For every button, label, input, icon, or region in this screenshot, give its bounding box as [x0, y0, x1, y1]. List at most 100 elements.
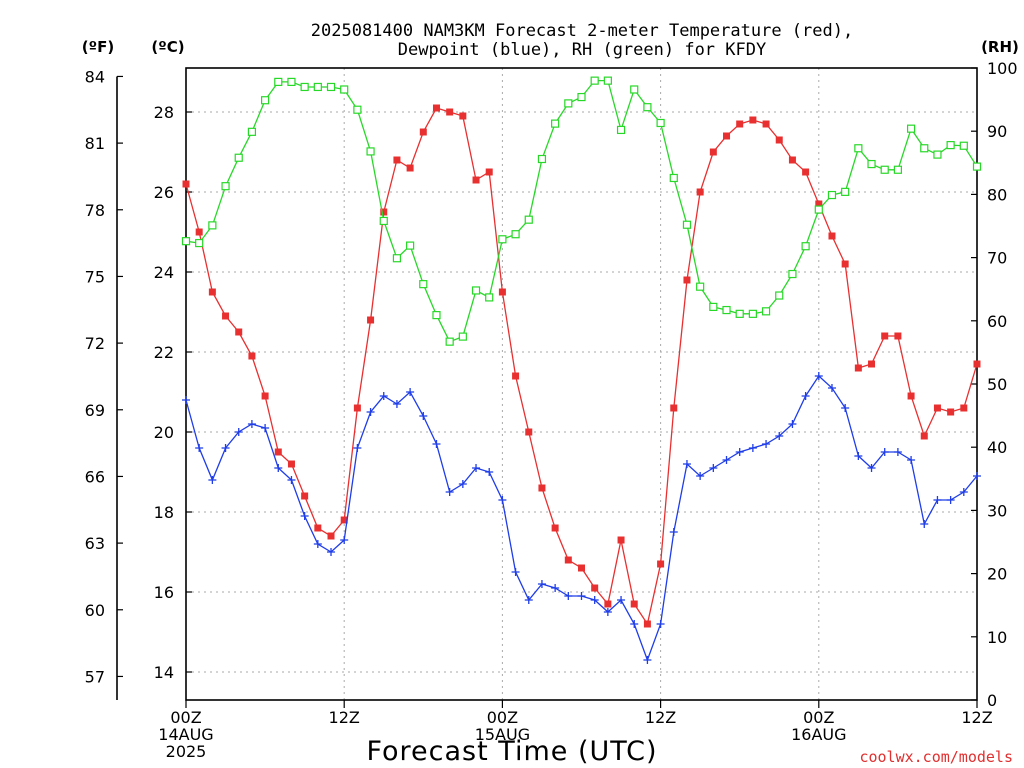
temperature-point: [907, 392, 915, 400]
temperature-point: [604, 600, 612, 608]
temperature-point: [841, 260, 849, 268]
temperature-series: [182, 104, 981, 628]
dewpoint-point: [327, 548, 336, 556]
rh-point: [274, 77, 283, 87]
dewpoint-series: [182, 372, 981, 664]
temperature-point: [723, 132, 731, 140]
celsius-tick-label: 28: [154, 103, 174, 122]
x-tick-label: 12Z: [645, 708, 676, 727]
rh-point: [669, 173, 678, 183]
rh-point: [195, 238, 204, 248]
rh-point: [616, 125, 626, 135]
dewpoint-point: [524, 596, 533, 604]
dewpoint-point: [472, 464, 481, 472]
dewpoint-point: [920, 520, 929, 528]
temperature-point: [485, 168, 493, 176]
rh-point: [748, 309, 757, 318]
rh-point: [261, 96, 270, 105]
temperature-point: [657, 560, 665, 568]
rh-point: [247, 127, 257, 136]
rh-tick-label: 10: [987, 628, 1007, 647]
temperature-point: [406, 164, 414, 172]
dewpoint-point: [933, 496, 942, 504]
rh-point: [485, 293, 494, 302]
rh-unit-label: (RH): [981, 38, 1019, 56]
temperature-point: [736, 120, 744, 128]
temperature-point: [933, 404, 941, 412]
rh-point: [419, 280, 428, 289]
x-tick-label: 00Z: [487, 708, 518, 727]
rh-point: [920, 144, 929, 153]
temperature-point: [709, 148, 717, 156]
rh-line: [185, 79, 978, 343]
x-tick-label: 2025: [166, 742, 207, 761]
fahrenheit-tick-label: 81: [85, 134, 105, 153]
dewpoint-point: [366, 408, 375, 416]
x-tick-label: 15AUG: [475, 725, 530, 744]
fahrenheit-tick-label: 75: [85, 267, 105, 286]
dewpoint-point: [735, 448, 744, 456]
temperature-point: [854, 364, 862, 372]
fahrenheit-tick-label: 72: [85, 334, 105, 353]
rh-point: [445, 337, 454, 346]
fahrenheit-tick-label: 69: [85, 401, 105, 420]
temperature-point: [630, 600, 638, 608]
temperature-point: [327, 532, 335, 540]
rh-point: [656, 118, 665, 128]
rh-point: [788, 269, 797, 279]
rh-point: [854, 144, 863, 153]
rh-tick-label: 50: [987, 375, 1007, 394]
temperature-point: [446, 108, 454, 116]
rh-series: [181, 76, 982, 346]
rh-point: [340, 85, 349, 94]
rh-tick-label: 100: [987, 59, 1018, 78]
temperature-point: [498, 288, 506, 296]
celsius-tick-label: 18: [154, 503, 174, 522]
rh-point: [406, 241, 415, 250]
temperature-point: [235, 328, 243, 336]
rh-point: [471, 286, 481, 295]
rh-point: [841, 187, 850, 196]
rh-tick-label: 90: [987, 122, 1007, 141]
series: [181, 76, 982, 664]
temperature-point: [696, 188, 704, 196]
rh-point: [498, 235, 507, 244]
rh-point: [801, 242, 810, 251]
dewpoint-point: [287, 476, 296, 484]
x-tick-label: 00Z: [803, 708, 834, 727]
rh-point: [761, 307, 771, 316]
dewpoint-point: [564, 592, 573, 600]
temperature-point: [551, 524, 559, 532]
temperature-point: [947, 408, 955, 416]
temperature-point: [591, 584, 599, 592]
dewpoint-point: [247, 420, 256, 428]
dewpoint-point: [221, 444, 230, 452]
dewpoint-point: [392, 400, 401, 408]
rh-point: [893, 165, 903, 174]
rh-point: [906, 124, 916, 133]
celsius-tick-label: 22: [154, 343, 174, 362]
temperature-point: [261, 392, 269, 400]
rh-point: [379, 216, 388, 226]
temperature-point: [683, 276, 691, 284]
dewpoint-point: [182, 396, 190, 404]
temperature-point: [459, 112, 467, 120]
rh-point: [524, 215, 533, 224]
temperature-point: [538, 484, 546, 492]
rh-point: [722, 305, 731, 315]
rh-tick-label: 60: [987, 312, 1007, 331]
rh-point: [867, 159, 876, 169]
rh-point: [432, 311, 441, 320]
dewpoint-point: [353, 444, 362, 452]
rh-tick-label: 70: [987, 249, 1007, 268]
dewpoint-point: [748, 444, 757, 452]
rh-point: [735, 309, 744, 318]
celsius-tick-label: 20: [154, 423, 174, 442]
temperature-point: [419, 128, 427, 136]
dewpoint-point: [603, 608, 612, 616]
dewpoint-point: [432, 440, 441, 448]
dewpoint-point: [696, 472, 705, 480]
dewpoint-point: [511, 568, 520, 576]
temperature-point: [973, 360, 981, 368]
rh-point: [208, 221, 217, 230]
